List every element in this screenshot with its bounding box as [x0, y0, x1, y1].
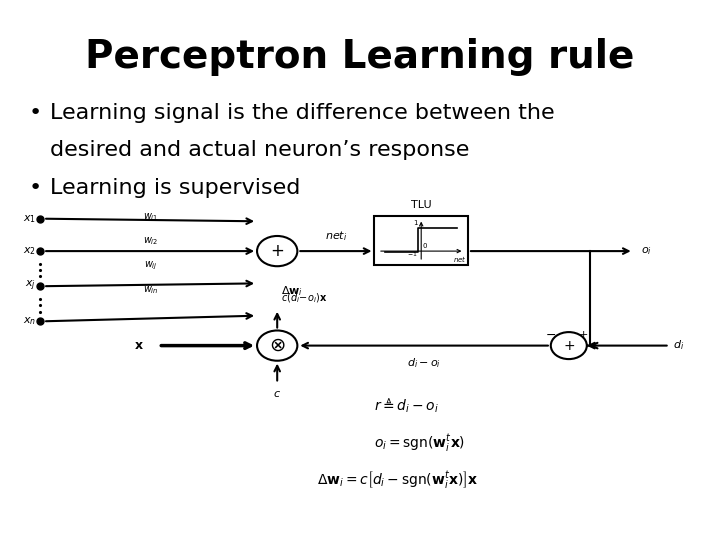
Text: $\Delta\mathbf{w}_i = c\left[d_i - \mathrm{sgn}(\mathbf{w}_i^t\mathbf{x})\right]: $\Delta\mathbf{w}_i = c\left[d_i - \math…: [317, 470, 478, 491]
Text: $x_n$: $x_n$: [23, 315, 36, 327]
Text: $d_i$: $d_i$: [673, 339, 685, 353]
Text: $+$: $+$: [563, 339, 575, 353]
Text: $x_2$: $x_2$: [23, 245, 36, 257]
Text: $\otimes$: $\otimes$: [269, 336, 285, 355]
Text: 0: 0: [423, 243, 427, 249]
Text: $w_{i2}$: $w_{i2}$: [143, 235, 159, 247]
Text: desired and actual neuron’s response: desired and actual neuron’s response: [50, 140, 469, 160]
Text: $o_i$: $o_i$: [641, 245, 652, 257]
Text: $-$: $-$: [544, 328, 556, 341]
Text: $net_i$: $net_i$: [325, 229, 347, 243]
Bar: [374, 216, 468, 265]
Text: $+$: $+$: [578, 329, 588, 340]
Text: $\Delta\mathbf{w}_i$: $\Delta\mathbf{w}_i$: [281, 284, 303, 298]
Text: $c(d_i\!-\!o_i)\mathbf{x}$: $c(d_i\!-\!o_i)\mathbf{x}$: [281, 292, 328, 305]
Text: $c$: $c$: [273, 389, 282, 399]
Text: TLU: TLU: [411, 199, 431, 210]
Text: $o_i = \mathrm{sgn}(\mathbf{w}_i^t\mathbf{x})$: $o_i = \mathrm{sgn}(\mathbf{w}_i^t\mathb…: [374, 432, 466, 454]
Text: $w_{i1}$: $w_{i1}$: [143, 211, 159, 223]
Text: $+$: $+$: [270, 242, 284, 260]
Text: $net$: $net$: [453, 254, 467, 264]
Text: $-1$: $-1$: [407, 250, 418, 258]
Text: Learning signal is the difference between the: Learning signal is the difference betwee…: [50, 103, 555, 123]
Text: $w_{ij}$: $w_{ij}$: [144, 260, 158, 272]
Text: Learning is supervised: Learning is supervised: [50, 178, 301, 198]
Text: $d_i-o_i$: $d_i-o_i$: [407, 356, 441, 370]
Text: $x_j$: $x_j$: [25, 279, 36, 293]
Text: 1: 1: [413, 220, 418, 226]
Text: $x_1$: $x_1$: [23, 213, 36, 225]
Text: •: •: [29, 103, 42, 123]
Text: •: •: [29, 178, 42, 198]
Text: Perceptron Learning rule: Perceptron Learning rule: [85, 38, 635, 76]
Text: $\mathbf{x}$: $\mathbf{x}$: [134, 339, 144, 352]
Text: $w_{in}$: $w_{in}$: [143, 285, 159, 296]
Text: $r \triangleq d_i - o_i$: $r \triangleq d_i - o_i$: [374, 397, 439, 415]
